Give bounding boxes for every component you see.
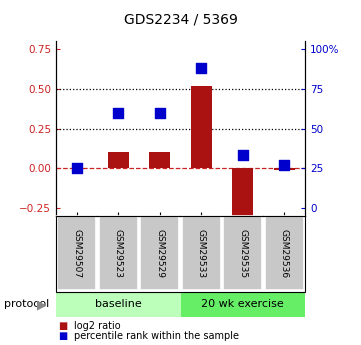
Text: GSM29529: GSM29529 <box>155 229 164 278</box>
Bar <box>274 168 295 170</box>
Point <box>74 165 80 171</box>
Text: protocol: protocol <box>4 299 49 309</box>
Text: GSM29535: GSM29535 <box>238 229 247 278</box>
Point <box>240 153 245 158</box>
Bar <box>232 168 253 216</box>
Text: GSM29507: GSM29507 <box>72 229 81 278</box>
Text: GDS2234 / 5369: GDS2234 / 5369 <box>123 12 238 26</box>
Text: ■: ■ <box>58 321 67 331</box>
Point <box>199 66 204 71</box>
Text: baseline: baseline <box>95 299 142 309</box>
Text: GSM29533: GSM29533 <box>197 229 206 278</box>
Bar <box>108 152 129 168</box>
Point <box>116 111 121 116</box>
Point <box>282 162 287 168</box>
Text: ▶: ▶ <box>37 298 46 311</box>
Text: 20 wk exercise: 20 wk exercise <box>201 299 284 309</box>
Text: ■: ■ <box>58 332 67 341</box>
Text: GSM29536: GSM29536 <box>280 229 289 278</box>
Point <box>157 111 162 116</box>
Text: percentile rank within the sample: percentile rank within the sample <box>74 332 239 341</box>
Text: log2 ratio: log2 ratio <box>74 321 121 331</box>
Bar <box>149 152 170 168</box>
Text: GSM29523: GSM29523 <box>114 229 123 278</box>
Bar <box>191 86 212 168</box>
